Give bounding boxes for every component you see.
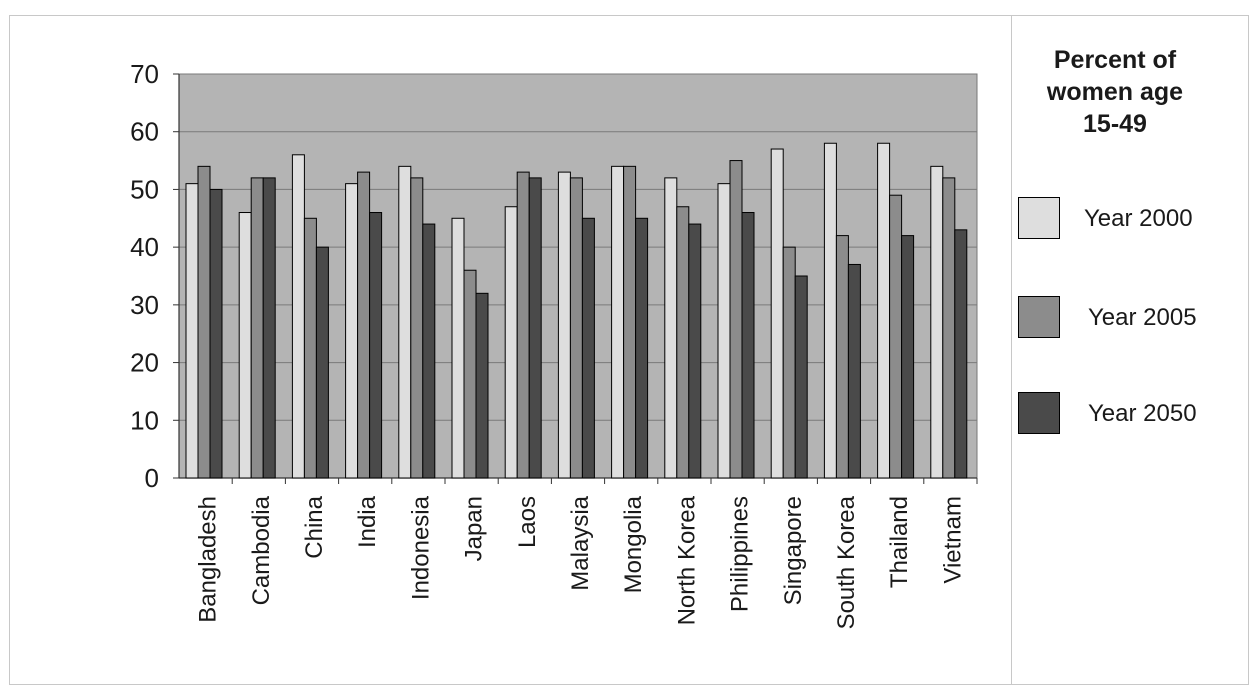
bar-year-2050-mongolia <box>635 217 649 479</box>
x-category-label: India <box>354 495 381 548</box>
bar-year-2005-south-korea <box>835 235 849 479</box>
bar-year-2000-malaysia <box>557 171 571 479</box>
bar-year-2005-india <box>357 171 371 479</box>
bar-year-2050-japan <box>475 292 489 479</box>
x-category-label: Laos <box>514 496 541 548</box>
bar-year-2000-singapore <box>770 148 784 479</box>
x-category-label: Thailand <box>886 496 913 588</box>
x-category-label: Cambodia <box>248 495 275 605</box>
bar-year-2000-cambodia <box>238 212 252 479</box>
bar-year-2000-india <box>345 183 359 479</box>
legend-item-year-2005: Year 2005 <box>1018 296 1238 340</box>
bar-year-2050-thailand <box>901 235 915 479</box>
bar-year-2050-indonesia <box>422 223 436 479</box>
legend-divider <box>1011 15 1012 685</box>
legend-swatch-year-2000 <box>1018 197 1060 239</box>
legend-label-year-2000: Year 2000 <box>1084 205 1193 232</box>
bar-year-2000-laos <box>504 206 518 479</box>
legend-label-year-2050: Year 2050 <box>1088 400 1197 427</box>
y-tick-label: 10 <box>130 405 159 435</box>
bar-chart: 0 10 20 30 40 50 60 70 Bangladesh Cambodia China In… <box>130 59 978 629</box>
y-tick-label: 20 <box>130 348 159 378</box>
x-category-label: Malaysia <box>567 495 594 590</box>
bar-year-2000-north-korea <box>664 177 678 479</box>
bar-year-2005-north-korea <box>676 206 690 479</box>
bar-year-2000-mongolia <box>611 165 625 479</box>
bar-year-2050-north-korea <box>688 223 702 479</box>
bar-year-2050-cambodia <box>262 177 276 479</box>
legend-title: Percent of women age 15-49 <box>1020 44 1210 140</box>
bar-year-2000-japan <box>451 217 465 479</box>
bar-year-2005-mongolia <box>623 165 637 479</box>
bar-year-2005-philippines <box>729 160 743 479</box>
bar-year-2005-laos <box>516 171 530 479</box>
legend-title-line-2: women age <box>1046 78 1184 106</box>
legend-item-year-2000: Year 2000 <box>1018 197 1238 241</box>
bar-year-2050-china <box>315 246 329 479</box>
bar-year-2005-malaysia <box>569 177 583 479</box>
bar-year-2005-vietnam <box>942 177 956 479</box>
bar-year-2050-philippines <box>741 212 755 479</box>
bar-year-2050-bangladesh <box>209 188 223 479</box>
bar-year-2050-india <box>369 212 383 479</box>
x-category-label: Philippines <box>727 496 754 612</box>
bar-year-2005-indonesia <box>410 177 424 479</box>
legend-swatch-year-2050 <box>1018 392 1060 434</box>
bar-year-2000-philippines <box>717 183 731 479</box>
legend-item-year-2050: Year 2050 <box>1018 392 1238 436</box>
x-category-label: Vietnam <box>939 496 966 584</box>
bar-year-2050-malaysia <box>581 217 595 479</box>
x-category-label: North Korea <box>673 495 700 625</box>
bar-year-2000-thailand <box>877 142 891 479</box>
bar-year-2005-singapore <box>782 246 796 479</box>
bar-year-2000-indonesia <box>398 165 412 479</box>
bar-year-2000-china <box>291 154 305 479</box>
x-category-label: Japan <box>461 496 488 561</box>
bar-year-2005-cambodia <box>250 177 264 479</box>
x-category-label: Indonesia <box>407 495 434 600</box>
x-category-label: South Korea <box>833 495 860 629</box>
bar-year-2000-vietnam <box>930 165 944 479</box>
bar-year-2050-vietnam <box>954 229 968 479</box>
bar-year-2050-singapore <box>794 275 808 479</box>
bar-year-2050-south-korea <box>847 263 861 479</box>
y-tick-label: 50 <box>130 174 159 204</box>
legend-swatch-year-2005 <box>1018 296 1060 338</box>
bar-year-2005-thailand <box>889 194 903 479</box>
y-tick-label: 70 <box>130 59 159 89</box>
x-category-label: Mongolia <box>620 495 647 593</box>
bar-year-2000-bangladesh <box>185 183 199 479</box>
x-category-label: Bangladesh <box>195 496 222 623</box>
y-tick-label: 30 <box>130 290 159 320</box>
x-category-label: Singapore <box>780 496 807 605</box>
legend-title-line-3: 15-49 <box>1083 110 1147 138</box>
y-tick-label: 40 <box>130 232 159 262</box>
legend-label-year-2005: Year 2005 <box>1088 304 1197 331</box>
bar-year-2005-bangladesh <box>197 165 211 479</box>
y-tick-label: 0 <box>145 463 159 493</box>
bar-year-2005-china <box>303 217 317 479</box>
x-category-label: China <box>301 495 328 558</box>
bar-year-2000-south-korea <box>823 142 837 479</box>
bar-year-2005-japan <box>463 269 477 479</box>
bar-year-2050-laos <box>528 177 542 479</box>
y-tick-label: 60 <box>130 117 159 147</box>
legend-title-line-1: Percent of <box>1053 46 1177 74</box>
